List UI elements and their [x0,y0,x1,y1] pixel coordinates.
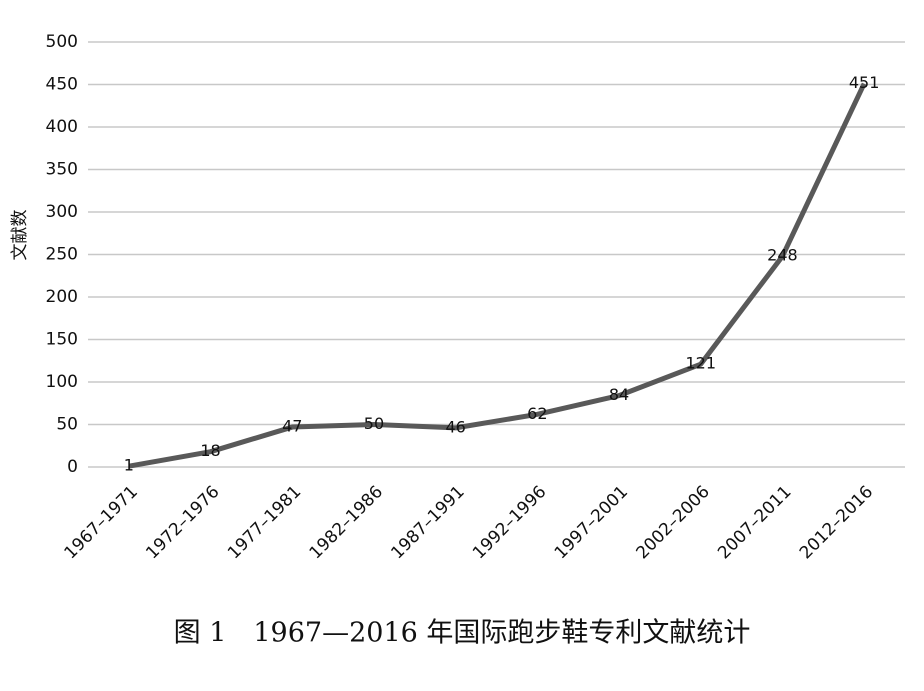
y-tick-label: 450 [46,75,78,95]
y-tick-label: 350 [46,160,78,180]
y-tick-label: 300 [46,202,78,222]
y-tick-label: 400 [46,117,78,137]
y-tick-label: 150 [46,330,78,350]
data-label: 46 [445,417,465,436]
data-label: 451 [849,73,880,92]
y-axis-label: 文献数 [10,210,30,261]
data-label: 50 [364,414,384,433]
y-tick-label: 200 [46,287,78,307]
data-label: 18 [200,441,220,460]
data-label: 62 [527,404,547,423]
data-label: 84 [609,385,629,404]
data-label: 47 [282,417,302,436]
data-label: 121 [685,354,716,373]
y-tick-label: 50 [56,415,78,435]
y-tick-label: 250 [46,245,78,265]
y-tick-label: 100 [46,372,78,392]
chart-title: 图 1 1967—2016 年国际跑步鞋专利文献统计 [174,618,751,649]
data-line [128,82,867,469]
chart-area [0,0,924,580]
y-tick-label: 0 [67,457,78,477]
data-label: 1 [124,456,134,475]
data-label: 248 [767,246,798,265]
y-tick-label: 500 [46,32,78,52]
